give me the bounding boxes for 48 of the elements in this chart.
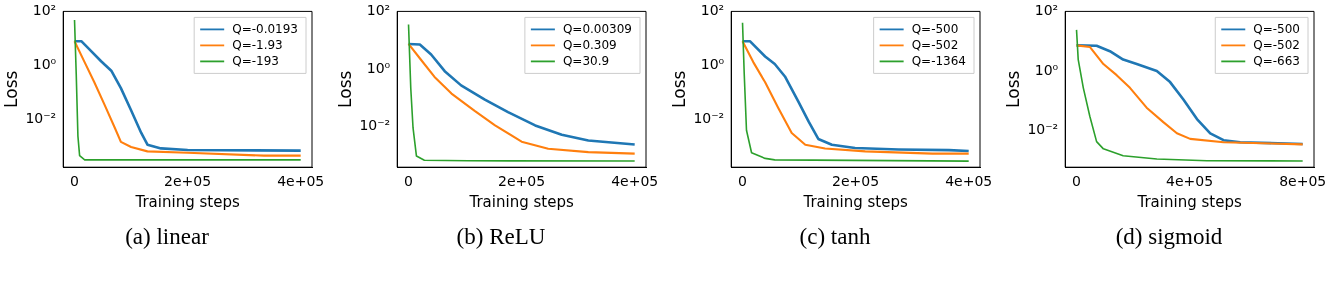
y-tick-label: 10⁰ xyxy=(366,59,391,76)
x-tick-label: 4e+05 xyxy=(611,173,659,190)
legend-label: Q=30.9 xyxy=(562,53,610,68)
x-axis-title: Training steps xyxy=(468,192,574,211)
y-axis-title: Loss xyxy=(668,70,689,108)
legend-label: Q=-663 xyxy=(1253,53,1300,68)
legend-label: Q=-500 xyxy=(911,21,959,36)
y-tick-label: 10⁻² xyxy=(1027,121,1059,138)
y-tick-label: 10² xyxy=(1034,2,1059,19)
x-tick-label: 4e+05 xyxy=(1166,173,1214,190)
text: (b) ReLU xyxy=(456,224,546,250)
x-axis-title: Training steps xyxy=(134,192,240,211)
legend-label: Q=-193 xyxy=(232,53,279,68)
legend-label: Q=-1364 xyxy=(911,53,967,68)
y-tick-label: 10² xyxy=(700,2,725,19)
y-tick-label: 10⁰ xyxy=(700,55,725,72)
x-tick-label: 2e+05 xyxy=(832,173,880,190)
text: (a) linear xyxy=(125,224,209,250)
y-axis-title: Loss xyxy=(334,70,355,108)
x-tick-label: 2e+05 xyxy=(164,173,212,190)
legend-label: Q=-500 xyxy=(1253,21,1300,36)
x-tick-label: 2e+05 xyxy=(498,173,546,190)
legend-label: Q=0.00309 xyxy=(562,21,632,36)
legend-label: Q=-502 xyxy=(911,37,959,52)
x-tick-label: 0 xyxy=(738,173,747,190)
y-tick-label: 10² xyxy=(32,2,57,19)
y-tick-label: 10⁻² xyxy=(693,109,725,126)
legend-label: Q=-0.0193 xyxy=(232,21,299,36)
y-tick-label: 10⁻² xyxy=(359,117,391,134)
y-tick-label: 10⁰ xyxy=(1034,61,1059,78)
x-axis-title: Training steps xyxy=(1136,192,1242,211)
x-tick-label: 8e+05 xyxy=(1279,173,1327,190)
legend-label: Q=-502 xyxy=(1253,37,1300,52)
y-tick-label: 10² xyxy=(366,2,391,19)
text: (c) tanh xyxy=(799,224,871,250)
x-tick-label: 0 xyxy=(1072,173,1081,190)
y-axis-title: Loss xyxy=(0,70,21,108)
x-tick-label: 0 xyxy=(70,173,79,190)
x-tick-label: 4e+05 xyxy=(277,173,325,190)
y-tick-label: 10⁻² xyxy=(25,109,57,126)
x-tick-label: 4e+05 xyxy=(945,173,993,190)
x-tick-label: 0 xyxy=(404,173,413,190)
y-axis-title: Loss xyxy=(1002,70,1023,108)
legend-label: Q=-1.93 xyxy=(232,37,283,52)
x-axis-title: Training steps xyxy=(802,192,908,211)
y-tick-label: 10⁰ xyxy=(32,55,57,72)
text: (d) sigmoid xyxy=(1115,224,1223,250)
legend-label: Q=0.309 xyxy=(562,37,617,52)
